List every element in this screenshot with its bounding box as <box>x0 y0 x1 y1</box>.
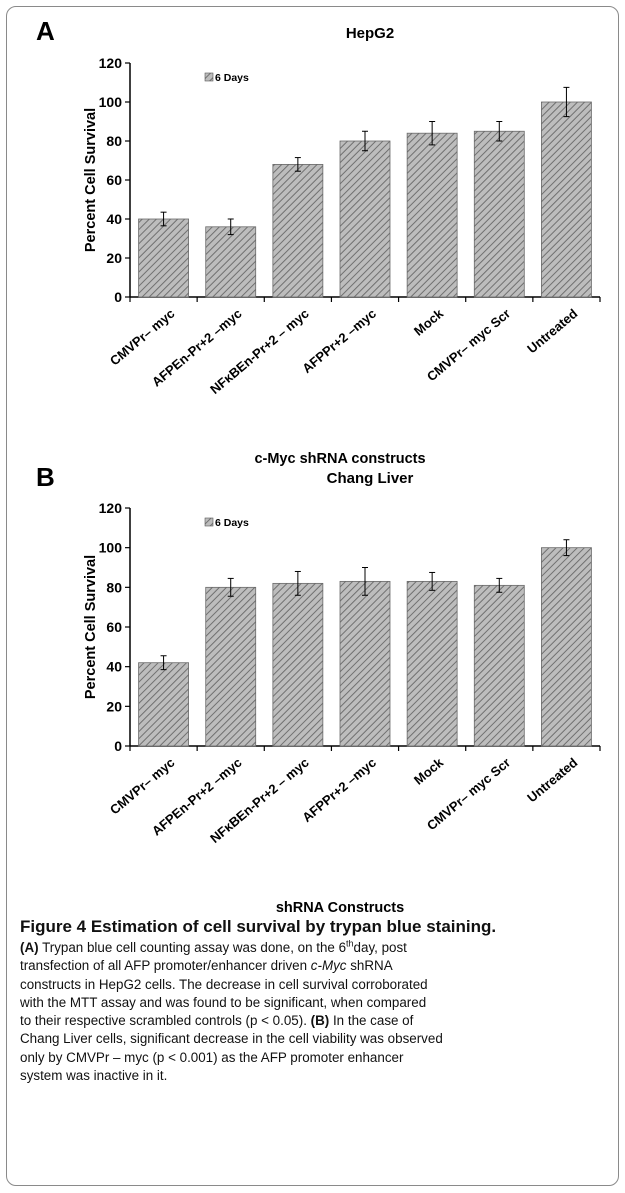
bar <box>541 547 592 747</box>
y-tick-label: 0 <box>114 738 122 754</box>
caption-body: (A) Trypan blue cell counting assay was … <box>20 939 610 1085</box>
figure-caption: Figure 4 Estimation of cell survival by … <box>20 917 610 1085</box>
x-tick-label: CMVPr– myc <box>107 306 178 369</box>
bar <box>138 662 189 747</box>
legend-swatch <box>204 517 214 527</box>
caption-line: (A) Trypan blue cell counting assay was … <box>20 938 407 955</box>
panel-a: A HepG2 Percent Cell Survival 0 20 40 60 80 100 1… <box>36 16 601 467</box>
y-tick-label: 40 <box>106 211 122 227</box>
legend-swatch <box>204 72 214 82</box>
x-tick-label: Mock <box>411 305 447 338</box>
y-tick-label: 100 <box>99 94 123 110</box>
bar <box>339 140 391 298</box>
y-tick-label: 100 <box>99 540 123 556</box>
y-axis-label: Percent Cell Survival <box>83 555 99 699</box>
x-tick-label: AFPPr+2 –myc <box>299 755 379 825</box>
caption-line: with the MTT assay and was found to be s… <box>20 994 427 1010</box>
y-tick-label: 60 <box>106 619 122 635</box>
bar <box>406 132 458 298</box>
y-tick-label: 60 <box>106 172 122 188</box>
bar <box>541 101 592 298</box>
y-tick-label: 80 <box>106 133 122 149</box>
bar <box>272 163 324 298</box>
bar <box>406 580 458 747</box>
y-tick-label: 40 <box>106 659 122 675</box>
caption-line: system was inactive in it. <box>20 1068 168 1084</box>
legend-label: 6 Days <box>215 72 249 84</box>
bar <box>473 584 525 747</box>
panel-label: A <box>36 16 55 46</box>
y-tick-label: 20 <box>106 250 122 266</box>
y-tick-label: 80 <box>106 579 122 595</box>
x-tick-label: Mock <box>411 754 447 787</box>
y-tick-label: 20 <box>106 698 122 714</box>
y-tick-label: 0 <box>114 289 122 305</box>
bar <box>205 226 257 298</box>
caption-line: only by CMVPr – myc (p < 0.001) as the A… <box>20 1049 404 1065</box>
bar <box>473 130 525 298</box>
caption-line: Chang Liver cells, significant decrease … <box>20 1031 443 1047</box>
caption-title: Figure 4 Estimation of cell survival by … <box>20 917 497 936</box>
caption-line: to their respective scrambled controls (… <box>20 1013 414 1029</box>
y-tick-label: 120 <box>99 55 123 71</box>
legend-label: 6 Days <box>215 517 249 529</box>
y-axis-label: Percent Cell Survival <box>83 108 99 252</box>
x-axis-label: shRNA Constructs <box>276 900 404 915</box>
caption-line: constructs in HepG2 cells. The decrease … <box>20 976 428 992</box>
figure-charts: A HepG2 Percent Cell Survival 0 20 40 60 80 100 1… <box>36 16 601 915</box>
bar <box>272 582 324 747</box>
x-tick-label: CMVPr– myc <box>107 755 178 818</box>
panel-label: B <box>36 462 55 492</box>
bar <box>138 218 189 298</box>
chart-title: HepG2 <box>346 25 394 42</box>
x-tick-label: AFPPr+2 –myc <box>299 306 379 376</box>
bar <box>339 580 391 747</box>
x-tick-label: Untreated <box>524 755 580 806</box>
bar <box>205 586 257 747</box>
x-tick-label: Untreated <box>524 306 580 357</box>
x-axis-label: c-Myc shRNA constructs <box>254 451 425 467</box>
chart-title: Chang Liver <box>327 470 414 487</box>
y-tick-label: 120 <box>99 500 123 516</box>
panel-b: B Chang Liver Percent Cell Survival 0 20 40 60… <box>36 462 601 915</box>
caption-line: transfection of all AFP promoter/enhance… <box>20 958 393 974</box>
